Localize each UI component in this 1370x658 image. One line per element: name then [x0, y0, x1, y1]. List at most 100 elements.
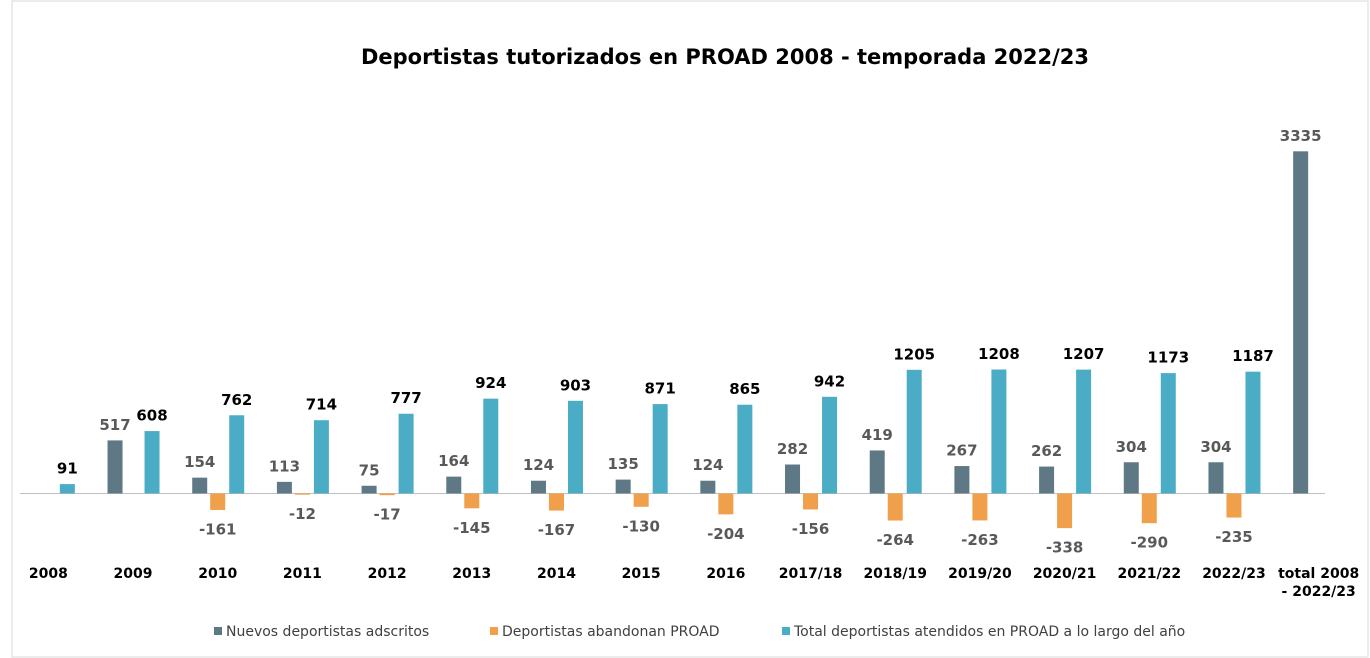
- bar: [954, 466, 970, 494]
- bar: [59, 484, 75, 494]
- bar: [276, 481, 292, 494]
- bar: [464, 493, 480, 509]
- x-tick-label: 2013: [452, 566, 492, 582]
- bar: [633, 493, 649, 507]
- bar: [1141, 493, 1157, 524]
- data-label: 1187: [1232, 347, 1274, 365]
- bar: [1057, 493, 1073, 529]
- data-label: 124: [523, 456, 554, 474]
- bar: [530, 480, 546, 494]
- legend-label: Deportistas abandonan PROAD: [502, 624, 720, 640]
- bar: [229, 415, 245, 494]
- data-label: -204: [707, 525, 745, 543]
- x-tick-label: 2015: [621, 566, 661, 582]
- bar: [1123, 462, 1139, 494]
- data-label: 762: [221, 391, 252, 409]
- data-label: 113: [269, 457, 300, 475]
- data-label: -156: [792, 520, 830, 538]
- bar: [785, 464, 801, 494]
- bar: [548, 493, 564, 511]
- bar: [869, 450, 885, 494]
- bar: [972, 493, 988, 521]
- data-label: 164: [438, 452, 469, 470]
- x-tick-label: 2010: [198, 566, 238, 582]
- bar: [398, 413, 414, 494]
- bar: [803, 493, 819, 510]
- x-tick-label: total 2008 - 2022/23: [1278, 566, 1360, 600]
- data-label: 903: [560, 376, 591, 394]
- bar: [567, 400, 583, 494]
- data-label: 1205: [893, 345, 935, 363]
- data-label: 942: [814, 372, 845, 390]
- bar: [1208, 462, 1224, 494]
- legend-label: Total deportistas atendidos en PROAD a l…: [793, 624, 1185, 640]
- bar: [483, 398, 499, 494]
- x-tick-label: 2009: [113, 566, 153, 582]
- data-label: -12: [289, 505, 316, 523]
- data-label: 304: [1116, 438, 1147, 456]
- data-label: -290: [1131, 534, 1169, 552]
- bar: [615, 479, 631, 494]
- legend-swatch: [490, 627, 498, 635]
- data-label: -338: [1046, 539, 1084, 557]
- data-label: -264: [876, 531, 914, 549]
- bar: [1245, 371, 1261, 494]
- data-label: -235: [1215, 528, 1253, 546]
- data-label: 517: [99, 416, 130, 434]
- bar: [313, 420, 329, 494]
- data-label: 608: [136, 407, 167, 425]
- x-tick-label: 2017/18: [778, 566, 843, 582]
- data-label: 865: [729, 380, 760, 398]
- data-label: 3335: [1280, 127, 1322, 145]
- data-label: -145: [453, 519, 491, 537]
- data-label: 282: [777, 440, 808, 458]
- chart-title: Deportistas tutorizados en PROAD 2008 - …: [361, 45, 1089, 69]
- data-label: 924: [475, 374, 506, 392]
- bar: [718, 493, 734, 515]
- bar: [887, 493, 903, 521]
- bar: [1293, 151, 1309, 494]
- data-label: 267: [946, 442, 977, 460]
- bar: [361, 485, 377, 494]
- bar: [446, 476, 462, 494]
- bar: [906, 369, 922, 494]
- bar: [379, 493, 395, 496]
- x-tick-label: 2019/20: [948, 566, 1012, 582]
- bar: [192, 477, 208, 494]
- x-tick-label: 2016: [706, 566, 746, 582]
- bar: [1160, 373, 1176, 494]
- x-tick-label: 2012: [367, 566, 407, 582]
- data-label: 154: [184, 453, 215, 471]
- bar: [822, 396, 838, 494]
- x-tick-label: 2020/21: [1032, 566, 1097, 582]
- data-label: -167: [538, 521, 576, 539]
- data-label: 871: [645, 380, 676, 398]
- bar: [107, 440, 123, 494]
- data-label: 777: [390, 389, 421, 407]
- bar: [210, 493, 226, 510]
- data-label: 714: [306, 396, 337, 414]
- bar: [991, 369, 1007, 494]
- bar: [700, 480, 716, 494]
- data-label: -17: [374, 506, 401, 524]
- bar: [1076, 369, 1092, 494]
- bar: [1039, 466, 1055, 494]
- data-label: 1208: [978, 345, 1020, 363]
- data-label: -130: [622, 517, 660, 535]
- chart-border: [11, 0, 1369, 658]
- data-label: -161: [199, 520, 237, 538]
- x-tick-label: 2008: [28, 566, 68, 582]
- data-label: 1207: [1063, 345, 1105, 363]
- x-tick-label: 2022/23: [1202, 566, 1266, 582]
- legend-label: Nuevos deportistas adscritos: [226, 624, 429, 640]
- x-tick-label: 2014: [536, 566, 576, 582]
- x-tick-label: 2018/19: [863, 566, 927, 582]
- data-label: -263: [961, 531, 999, 549]
- legend-swatch: [214, 627, 222, 635]
- bar: [144, 431, 160, 494]
- bar: [737, 404, 753, 494]
- data-label: 1173: [1147, 349, 1189, 367]
- data-label: 419: [862, 426, 893, 444]
